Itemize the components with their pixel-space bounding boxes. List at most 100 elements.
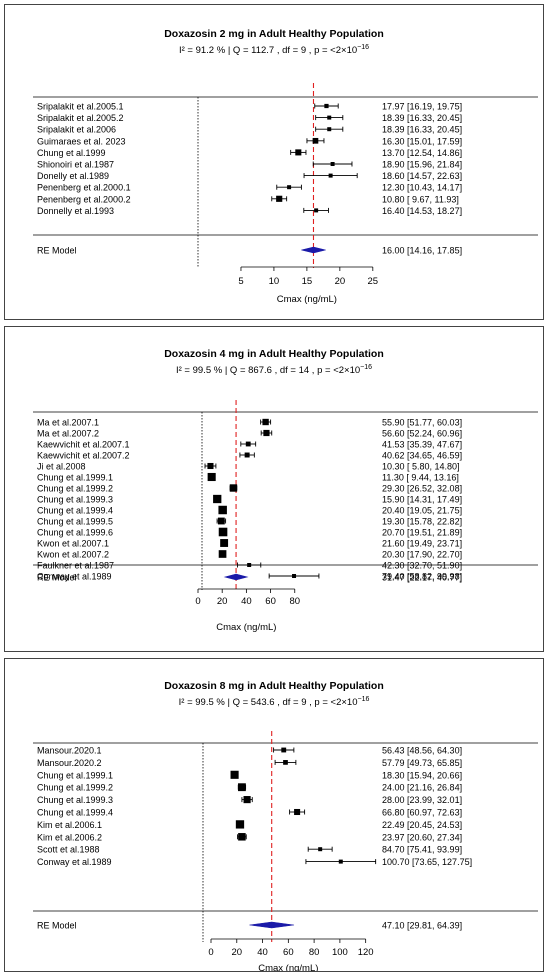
study-row: Kwon et al.2007.2 20.30 [17.90, 22.70] <box>37 550 462 560</box>
estimate-text: 57.79 [49.73, 65.85] <box>382 758 462 768</box>
estimate-text: 22.49 [20.45, 24.53] <box>382 820 462 830</box>
estimate-marker <box>328 173 333 178</box>
study-row: Chung et al.1999 13.70 [12.54, 14.86] <box>37 148 462 158</box>
estimate-marker <box>229 484 238 492</box>
study-row: Kim et al.2006.1 22.49 [20.45, 24.53] <box>37 820 462 830</box>
tick-label: 40 <box>257 947 268 958</box>
model-label: RE Model <box>37 246 77 256</box>
x-axis-label: Cmax (ng/mL) <box>258 963 318 971</box>
forest-plot-8mg: Doxazosin 8 mg in Adult Healthy Populati… <box>33 680 538 971</box>
estimate-marker <box>318 847 323 852</box>
estimate-text: 56.43 [48.56, 64.30] <box>382 746 462 756</box>
stats-line: I² = 91.2 % | Q = 112.7 , df = 9 , p = <… <box>179 44 369 56</box>
estimate-text: 55.90 [51.77, 60.03] <box>382 418 462 428</box>
x-axis: 5 10 15 20 25 <box>238 266 378 287</box>
x-axis-label: Cmax (ng/mL) <box>277 294 337 305</box>
study-row: Kaewvichit et al.2007.2 40.62 [34.65, 46.… <box>37 451 462 461</box>
model-label: RE Model <box>37 573 77 583</box>
estimate-marker <box>243 796 251 804</box>
study-label: Conway et al.1989 <box>37 857 112 867</box>
study-row: Penenberg et al.2000.1 12.30 [10.43, 14.1… <box>37 183 462 193</box>
study-label: Penenberg et al.2000.2 <box>37 194 131 204</box>
tick-label: 20 <box>217 596 228 607</box>
study-row: Penenberg et al.2000.2 10.80 [ 9.67, 11.9… <box>37 194 459 204</box>
study-row: Scott et al.1988 84.70 [75.41, 93.99] <box>37 845 462 855</box>
stats-line: I² = 99.5 % | Q = 543.6 , df = 9 , p = <… <box>179 696 370 708</box>
study-label: Guimaraes et al. 2023 <box>37 136 126 146</box>
estimate-marker <box>263 429 270 437</box>
study-label: Sripalakit et al.2006 <box>37 125 116 135</box>
forest-panel-8mg: Doxazosin 8 mg in Adult Healthy Populati… <box>4 658 544 972</box>
stats-text: I² = 99.5 % | Q = 543.6 , df = 9 , p = <… <box>179 697 358 708</box>
tick-label: 100 <box>332 947 348 958</box>
estimate-text: 84.70 [75.41, 93.99] <box>382 845 462 855</box>
estimate-text: 18.90 [15.96, 21.84] <box>382 160 462 170</box>
stats-line: I² = 99.5 % | Q = 867.6 , df = 14 , p = … <box>176 364 372 376</box>
tick-label: 60 <box>283 947 294 958</box>
study-row: Mansour.2020.2 57.79 [49.73, 65.85] <box>37 758 462 768</box>
estimate-marker <box>247 563 252 567</box>
estimate-text: 29.30 [26.52, 32.08] <box>382 484 462 494</box>
model-estimate-text: 31.47 [22.17, 40.77] <box>382 573 462 583</box>
study-label: Kaewvichit et al.2007.1 <box>37 440 130 450</box>
estimate-marker <box>327 115 332 120</box>
tick-label: 5 <box>238 276 243 287</box>
estimate-text: 66.80 [60.97, 72.63] <box>382 808 462 818</box>
study-row: Chung et al.1999.4 20.40 [19.05, 21.75] <box>37 506 462 516</box>
estimate-marker <box>235 820 245 829</box>
study-row: Chung et al.1999.6 20.70 [19.51, 21.89] <box>37 528 462 538</box>
tick-label: 0 <box>208 947 213 958</box>
estimate-text: 21.60 [19.49, 23.71] <box>382 539 462 549</box>
model-estimate-text: 16.00 [14.16, 17.85] <box>382 246 462 256</box>
study-label: Chung et al.1999 <box>37 148 106 158</box>
estimate-marker <box>230 770 239 779</box>
estimate-text: 42.30 [32.70, 51.90] <box>382 561 462 571</box>
estimate-text: 12.30 [10.43, 14.17] <box>382 183 462 193</box>
study-row: Sripalakit et al.2006 18.39 [16.33, 20.45… <box>37 125 462 135</box>
model-diamond <box>223 573 249 581</box>
estimate-marker <box>238 833 246 841</box>
study-label: Donelly et al.1989 <box>37 171 109 181</box>
study-row: Sripalakit et al.2005.2 18.39 [16.33, 20.… <box>37 113 462 123</box>
study-label: Sripalakit et al.2005.1 <box>37 102 124 112</box>
estimate-text: 100.70 [73.65, 127.75] <box>382 857 472 867</box>
stats-text: I² = 91.2 % | Q = 112.7 , df = 9 , p = <… <box>179 45 357 56</box>
estimate-marker <box>207 472 216 482</box>
estimate-text: 18.39 [16.33, 20.45] <box>382 125 462 135</box>
study-row: Ma et al.2007.1 55.90 [51.77, 60.03] <box>37 418 462 428</box>
study-label: Chung et al.1999.2 <box>37 484 113 494</box>
tick-label: 120 <box>358 947 374 958</box>
estimate-marker <box>330 162 335 166</box>
forest-plot-2mg: Doxazosin 2 mg in Adult Healthy Populati… <box>33 28 538 305</box>
stats-exponent: −16 <box>357 44 369 51</box>
estimate-text: 15.90 [14.31, 17.49] <box>382 495 462 505</box>
study-row: Kaewvichit et al.2007.1 41.53 [35.39, 47.… <box>37 440 462 450</box>
estimate-text: 18.39 [16.33, 20.45] <box>382 113 462 123</box>
stats-text: I² = 99.5 % | Q = 867.6 , df = 14 , p = … <box>176 365 360 376</box>
estimate-text: 11.30 [ 9.44, 13.16] <box>382 473 459 483</box>
estimate-text: 17.97 [16.19, 19.75] <box>382 102 462 112</box>
model-row: RE Model 47.10 [29.81, 64.39] <box>37 921 462 931</box>
estimate-marker <box>314 208 319 213</box>
study-label: Kim et al.2006.1 <box>37 820 102 830</box>
study-row: Donnelly et al.1993 16.40 [14.53, 18.27] <box>37 206 462 216</box>
study-row: Chung et al.1999.1 18.30 [15.94, 20.66] <box>37 770 462 780</box>
study-row: Chung et al.1999.3 15.90 [14.31, 17.49] <box>37 495 462 505</box>
estimate-marker <box>218 505 227 515</box>
estimate-marker <box>276 195 283 202</box>
estimate-marker <box>245 441 251 447</box>
study-label: Mansour.2020.1 <box>37 746 102 756</box>
tick-label: 60 <box>265 596 276 607</box>
estimate-marker <box>292 574 297 578</box>
estimate-text: 20.30 [17.90, 22.70] <box>382 550 462 560</box>
estimate-marker <box>238 783 246 792</box>
estimate-text: 20.40 [19.05, 21.75] <box>382 506 462 516</box>
study-row: Chung et al.1999.2 29.30 [26.52, 32.08] <box>37 484 462 494</box>
estimate-marker <box>294 808 301 816</box>
study-row: Chung et al.1999.1 11.30 [ 9.44, 13.16] <box>37 473 459 483</box>
forest-panel-2mg: Doxazosin 2 mg in Adult Healthy Populati… <box>4 4 544 320</box>
study-row: Donelly et al.1989 18.60 [14.57, 22.63] <box>37 171 462 181</box>
study-row: Chung et al.1999.5 19.30 [15.78, 22.82] <box>37 517 462 527</box>
study-label: Chung et al.1999.1 <box>37 770 113 780</box>
estimate-text: 41.53 [35.39, 47.67] <box>382 440 462 450</box>
